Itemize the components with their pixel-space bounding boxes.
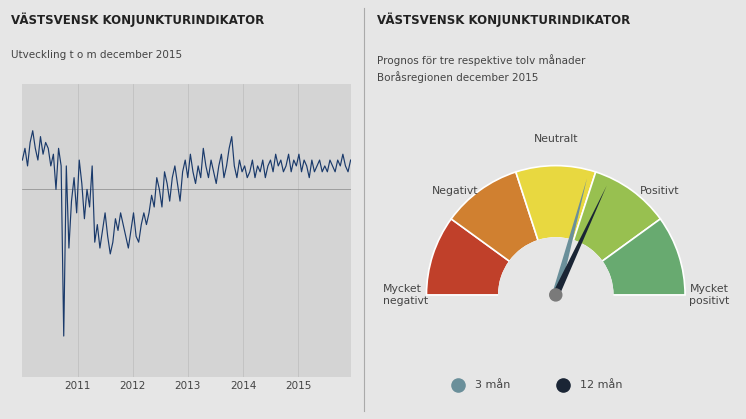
Text: Neutralt: Neutralt <box>533 134 578 144</box>
Text: Positivt: Positivt <box>640 186 680 196</box>
Polygon shape <box>553 186 606 296</box>
Circle shape <box>550 289 562 301</box>
Text: Mycket
negativt: Mycket negativt <box>383 284 427 306</box>
Wedge shape <box>427 219 510 295</box>
Text: VÄSTSVENSK KONJUNKTURINDIKATOR: VÄSTSVENSK KONJUNKTURINDIKATOR <box>377 13 630 27</box>
Wedge shape <box>515 166 596 241</box>
Point <box>451 381 463 388</box>
Wedge shape <box>574 172 660 261</box>
Polygon shape <box>552 178 587 296</box>
Text: VÄSTSVENSK KONJUNKTURINDIKATOR: VÄSTSVENSK KONJUNKTURINDIKATOR <box>11 13 264 27</box>
Circle shape <box>499 238 612 352</box>
Text: 3 mån: 3 mån <box>475 380 510 390</box>
Text: Prognos för tre respektive tolv månader
Boråsregionen december 2015: Prognos för tre respektive tolv månader … <box>377 54 586 83</box>
Wedge shape <box>602 219 685 295</box>
Text: Mycket
positivt: Mycket positivt <box>689 284 729 306</box>
Text: Utveckling t o m december 2015: Utveckling t o m december 2015 <box>11 50 182 60</box>
Wedge shape <box>451 172 538 261</box>
Point <box>557 381 568 388</box>
Text: 12 mån: 12 mån <box>580 380 623 390</box>
Text: Negativt: Negativt <box>432 186 478 196</box>
